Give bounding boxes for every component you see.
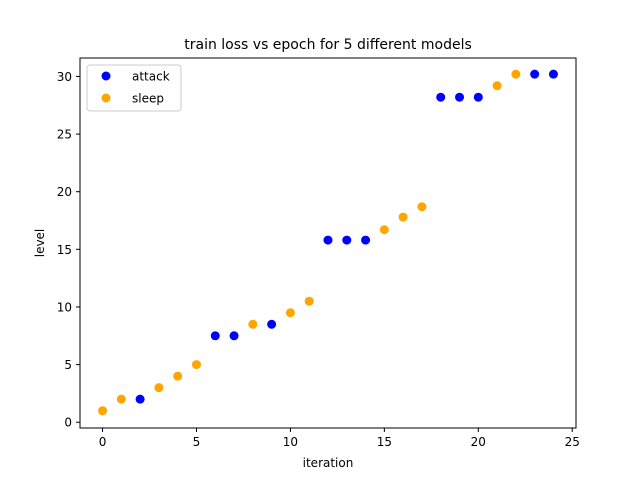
- data-point-sleep: [492, 81, 502, 91]
- axis-ticks: 0 5 10 15 20 25 0 5 10 15 20 25 30: [57, 70, 580, 449]
- legend-marker-attack: [101, 71, 111, 81]
- chart-title: train loss vs epoch for 5 different mode…: [184, 37, 472, 53]
- y-tick-label: 0: [64, 416, 72, 430]
- y-tick-label: 10: [57, 300, 72, 314]
- legend-label-sleep: sleep: [132, 92, 164, 106]
- data-point-attack: [361, 235, 371, 245]
- y-tick-label: 5: [64, 358, 72, 372]
- x-tick-label: 0: [99, 435, 107, 449]
- data-points: [98, 69, 558, 416]
- data-point-sleep: [285, 308, 295, 318]
- data-point-sleep: [248, 319, 258, 329]
- data-point-sleep: [191, 360, 201, 370]
- data-point-sleep: [304, 296, 314, 306]
- y-tick-label: 15: [57, 243, 72, 257]
- data-point-attack: [210, 331, 220, 341]
- y-tick-label: 20: [57, 185, 72, 199]
- data-point-sleep: [511, 69, 521, 79]
- data-point-sleep: [173, 371, 183, 381]
- data-point-sleep: [116, 394, 126, 404]
- y-axis-label: level: [33, 229, 47, 258]
- data-point-attack: [323, 235, 333, 245]
- x-tick-label: 25: [565, 435, 580, 449]
- legend: attack sleep: [86, 64, 182, 112]
- data-point-attack: [548, 69, 558, 79]
- plot-frame: [79, 57, 577, 429]
- data-point-attack: [530, 69, 540, 79]
- x-tick-label: 20: [471, 435, 486, 449]
- data-point-sleep: [417, 202, 427, 212]
- data-point-attack: [342, 235, 352, 245]
- legend-box: [86, 64, 182, 112]
- data-point-attack: [473, 92, 483, 102]
- data-point-sleep: [398, 212, 408, 222]
- data-point-attack: [455, 92, 465, 102]
- data-point-attack: [135, 394, 145, 404]
- data-point-sleep: [379, 225, 389, 235]
- y-tick-label: 30: [57, 70, 72, 84]
- y-tick-label: 25: [57, 128, 72, 142]
- data-point-attack: [267, 319, 277, 329]
- data-point-attack: [436, 92, 446, 102]
- data-point-sleep: [98, 406, 108, 416]
- data-point-attack: [229, 331, 239, 341]
- x-tick-label: 5: [193, 435, 201, 449]
- x-axis-label: iteration: [303, 456, 354, 470]
- x-tick-label: 10: [283, 435, 298, 449]
- legend-label-attack: attack: [132, 70, 170, 84]
- x-tick-label: 15: [377, 435, 392, 449]
- legend-marker-sleep: [101, 93, 111, 103]
- data-point-sleep: [154, 383, 164, 393]
